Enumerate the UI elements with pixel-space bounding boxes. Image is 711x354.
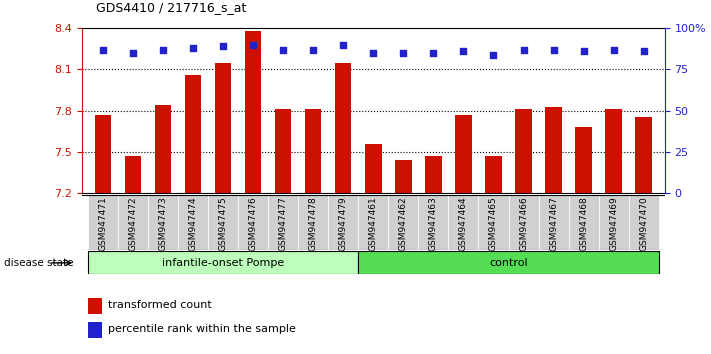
- Bar: [479, 195, 508, 250]
- Bar: [87, 195, 118, 250]
- Point: [548, 47, 560, 52]
- Point: [157, 47, 169, 52]
- Bar: [245, 31, 262, 193]
- Text: GSM947476: GSM947476: [249, 196, 257, 251]
- Text: GSM947475: GSM947475: [218, 196, 228, 251]
- Point: [518, 47, 529, 52]
- Point: [488, 52, 499, 57]
- Bar: [118, 195, 148, 250]
- Bar: [449, 195, 479, 250]
- Text: disease state: disease state: [4, 258, 73, 268]
- Bar: [328, 195, 358, 250]
- Point: [277, 47, 289, 52]
- Text: GSM947462: GSM947462: [399, 196, 408, 251]
- Text: control: control: [489, 258, 528, 268]
- Bar: [636, 118, 652, 193]
- Bar: [388, 195, 418, 250]
- Bar: [545, 107, 562, 193]
- Bar: [298, 195, 328, 250]
- Bar: [418, 195, 449, 250]
- Bar: [305, 109, 321, 193]
- Point: [307, 47, 319, 52]
- Bar: [215, 63, 231, 193]
- Text: transformed count: transformed count: [108, 300, 212, 310]
- Bar: [148, 195, 178, 250]
- Bar: [185, 75, 201, 193]
- Point: [458, 48, 469, 54]
- Text: GSM947468: GSM947468: [579, 196, 588, 251]
- Text: GSM947472: GSM947472: [129, 196, 137, 251]
- Text: GSM947461: GSM947461: [369, 196, 378, 251]
- Text: GSM947470: GSM947470: [639, 196, 648, 251]
- Point: [187, 45, 198, 51]
- Text: GSM947473: GSM947473: [159, 196, 167, 251]
- Bar: [425, 156, 442, 193]
- Bar: [87, 322, 102, 338]
- Bar: [455, 115, 471, 193]
- Bar: [208, 195, 238, 250]
- Bar: [95, 115, 111, 193]
- Bar: [629, 195, 659, 250]
- Point: [638, 48, 649, 54]
- Text: GSM947471: GSM947471: [98, 196, 107, 251]
- Bar: [508, 195, 538, 250]
- Bar: [358, 195, 388, 250]
- Text: GSM947469: GSM947469: [609, 196, 618, 251]
- Bar: [538, 195, 569, 250]
- Text: infantile-onset Pompe: infantile-onset Pompe: [162, 258, 284, 268]
- Point: [578, 48, 589, 54]
- Text: GSM947478: GSM947478: [309, 196, 318, 251]
- Text: GSM947477: GSM947477: [279, 196, 288, 251]
- Point: [127, 50, 139, 56]
- Bar: [395, 160, 412, 193]
- Text: GSM947474: GSM947474: [188, 196, 198, 251]
- Point: [218, 44, 229, 49]
- Bar: [87, 298, 102, 314]
- Text: GSM947466: GSM947466: [519, 196, 528, 251]
- Text: GSM947465: GSM947465: [489, 196, 498, 251]
- Bar: [87, 251, 358, 274]
- Bar: [569, 195, 599, 250]
- Bar: [575, 127, 592, 193]
- Text: GSM947463: GSM947463: [429, 196, 438, 251]
- Bar: [275, 109, 292, 193]
- Bar: [124, 156, 141, 193]
- Point: [428, 50, 439, 56]
- Bar: [335, 63, 351, 193]
- Bar: [155, 105, 171, 193]
- Text: GSM947464: GSM947464: [459, 196, 468, 251]
- Point: [97, 47, 109, 52]
- Point: [247, 42, 259, 47]
- Bar: [268, 195, 298, 250]
- Bar: [238, 195, 268, 250]
- Point: [608, 47, 619, 52]
- Bar: [365, 144, 382, 193]
- Bar: [606, 109, 622, 193]
- Bar: [515, 109, 532, 193]
- Point: [397, 50, 409, 56]
- Bar: [358, 251, 659, 274]
- Text: percentile rank within the sample: percentile rank within the sample: [108, 324, 296, 334]
- Text: GSM947479: GSM947479: [338, 196, 348, 251]
- Point: [368, 50, 379, 56]
- Bar: [485, 156, 502, 193]
- Bar: [599, 195, 629, 250]
- Text: GSM947467: GSM947467: [549, 196, 558, 251]
- Text: GDS4410 / 217716_s_at: GDS4410 / 217716_s_at: [96, 1, 246, 14]
- Point: [338, 42, 349, 47]
- Bar: [178, 195, 208, 250]
